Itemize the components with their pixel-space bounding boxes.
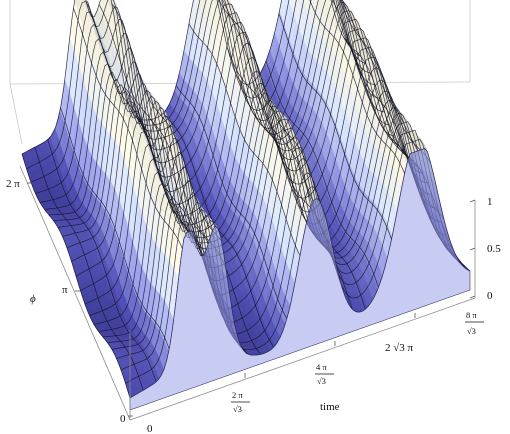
z-tick-0.5: 0.5 [487, 243, 501, 255]
z-axis: 1 0.5 0 [487, 196, 501, 302]
bounding-box-front [19, 165, 476, 421]
mesh-line-time [62, 10, 399, 237]
phi-tick-2pi: 2 π [6, 178, 20, 190]
mesh-line-time [102, 99, 442, 338]
surface-patch [196, 0, 203, 10]
surface-front-skirt [129, 148, 471, 411]
svg-text:√3: √3 [317, 376, 326, 386]
mesh-line-time [26, 0, 361, 170]
time-axis-label: time [320, 401, 340, 413]
mesh-line-time [44, 0, 380, 210]
surface-mesh [21, 0, 471, 411]
axis-ticks [27, 182, 476, 417]
svg-text:√3: √3 [233, 404, 242, 414]
svg-text:8 π: 8 π [466, 310, 477, 320]
svg-text:4 π: 4 π [316, 362, 327, 372]
time-tick-4pi-over-sqrt3: 4 π √3 [315, 362, 334, 386]
mesh-line-time [39, 0, 376, 203]
z-tick-1: 1 [487, 196, 493, 208]
time-axis: 0 2 π √3 4 π √3 time 2 √3 π 8 π √3 [147, 310, 484, 434]
phi-axis: 2 π π 0 ϕ [6, 178, 126, 425]
surface-patch [290, 0, 297, 15]
phi-tick-0: 0 [120, 413, 126, 425]
z-tick-0: 0 [487, 290, 493, 302]
mesh-line-time [84, 56, 423, 305]
phi-axis-label: ϕ [30, 293, 36, 305]
surface-gridlines [21, 0, 471, 399]
surface-patch [315, 0, 322, 8]
phi-tick-pi: π [62, 284, 68, 296]
surface-patch [289, 0, 292, 6]
mesh-line-time [89, 67, 428, 316]
surface-patch [304, 0, 312, 16]
time-tick-8pi-over-sqrt3: 8 π √3 [465, 310, 484, 336]
mesh-line-time [93, 79, 433, 325]
mesh-line-time [53, 0, 390, 222]
mesh-line-time [30, 0, 366, 183]
time-tick-2pi-over-sqrt3: 2 π √3 [231, 390, 250, 414]
time-tick-2sqrt3pi: 2 √3 π [385, 342, 414, 354]
time-tick-0: 0 [147, 423, 153, 434]
mesh-line-time [21, 0, 357, 155]
svg-text:2 π: 2 π [232, 390, 243, 400]
svg-text:√3: √3 [467, 326, 476, 336]
mesh-line-time [48, 0, 385, 216]
mesh-line-time [35, 0, 371, 194]
